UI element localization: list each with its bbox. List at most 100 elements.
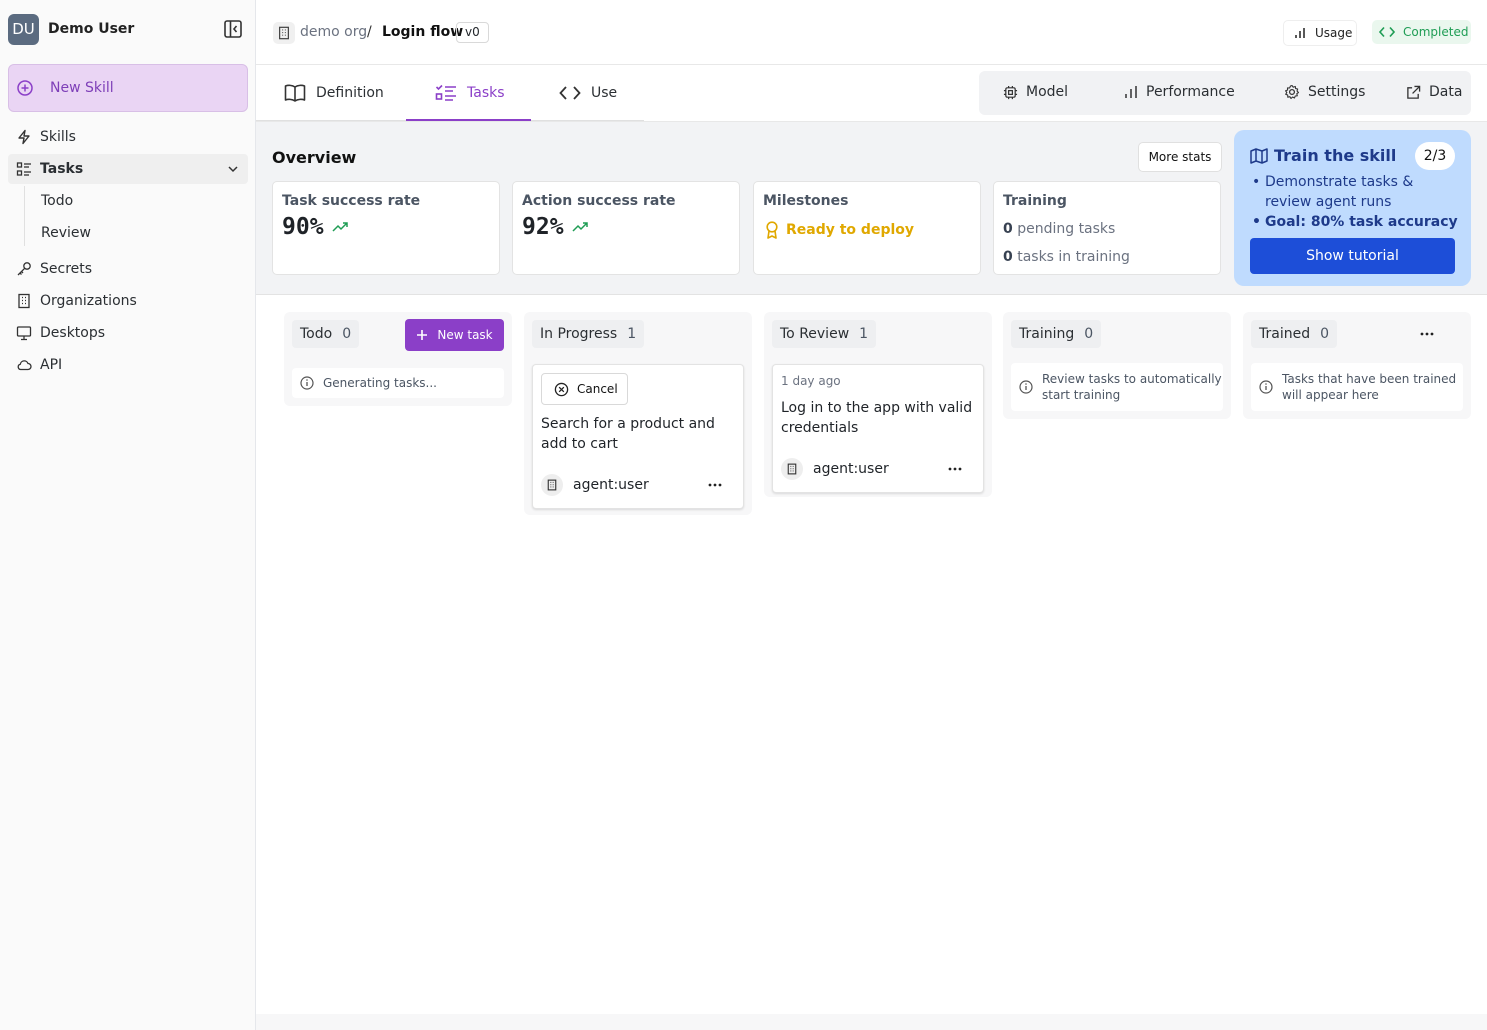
active-tab-indicator bbox=[406, 119, 531, 121]
tab-data[interactable]: Data bbox=[1406, 84, 1462, 100]
tab-settings[interactable]: Settings bbox=[1284, 84, 1365, 100]
tab-definition[interactable]: Definition bbox=[284, 65, 384, 121]
code-icon bbox=[559, 85, 581, 101]
overview-panel: Overview More stats Task success rate 90… bbox=[256, 122, 1487, 295]
train-card-title-text: Train the skill bbox=[1274, 146, 1397, 165]
column-count: 1 bbox=[859, 326, 869, 342]
bar-chart-icon bbox=[1294, 27, 1306, 39]
column-count: 1 bbox=[627, 326, 637, 342]
cancel-button[interactable]: Cancel bbox=[541, 373, 628, 405]
column-title: Todo bbox=[300, 326, 333, 342]
column-title: Trained bbox=[1259, 326, 1311, 342]
breadcrumb-skill[interactable]: Login flow bbox=[382, 24, 464, 40]
action-success-card: Action success rate 92% bbox=[512, 181, 740, 275]
code-icon bbox=[1379, 26, 1395, 38]
building-icon bbox=[273, 22, 295, 44]
stat-label: Milestones bbox=[763, 193, 849, 209]
usage-label: Usage bbox=[1315, 26, 1353, 40]
secondary-tab-group: Model Performance Settings Data bbox=[979, 71, 1471, 115]
column-header: Trained 0 bbox=[1251, 320, 1338, 348]
tab-label: Model bbox=[1026, 84, 1069, 100]
breadcrumb-org[interactable]: demo org bbox=[300, 24, 368, 40]
sidebar-item-skills[interactable]: Skills bbox=[8, 122, 248, 152]
column-info: Review tasks to automatically start trai… bbox=[1011, 363, 1223, 411]
user-menu[interactable]: DU Demo User bbox=[8, 12, 248, 46]
task-agent: agent:user bbox=[781, 458, 889, 480]
new-task-button[interactable]: New task bbox=[405, 319, 504, 351]
sidebar-item-tasks[interactable]: Tasks bbox=[8, 154, 248, 184]
plus-icon bbox=[416, 329, 428, 341]
more-horizontal-icon[interactable] bbox=[947, 461, 963, 477]
sidebar-item-desktops[interactable]: Desktops bbox=[8, 318, 248, 348]
task-timestamp: 1 day ago bbox=[781, 374, 841, 388]
info-icon bbox=[1259, 380, 1273, 394]
chevron-down-icon[interactable] bbox=[226, 162, 240, 176]
milestone-status: Ready to deploy bbox=[765, 221, 914, 239]
info-text: Tasks that have been trained will appear… bbox=[1282, 372, 1457, 402]
column-header: In Progress 1 bbox=[532, 320, 645, 348]
tab-label: Tasks bbox=[467, 85, 505, 101]
show-tutorial-button[interactable]: Show tutorial bbox=[1250, 238, 1455, 274]
tab-model[interactable]: Model bbox=[1003, 84, 1068, 100]
column-title: To Review bbox=[780, 326, 850, 342]
key-icon bbox=[16, 261, 32, 277]
column-header: Todo 0 bbox=[292, 320, 360, 348]
sidebar-item-label: Secrets bbox=[40, 261, 93, 277]
tab-performance[interactable]: Performance bbox=[1124, 84, 1235, 100]
sidebar-item-label: API bbox=[40, 357, 63, 373]
more-horizontal-icon[interactable] bbox=[1419, 326, 1435, 342]
building-icon bbox=[16, 293, 32, 309]
sidebar-item-label: Skills bbox=[40, 129, 76, 145]
tab-label: Definition bbox=[316, 85, 384, 101]
tab-label: Use bbox=[591, 85, 618, 101]
building-icon bbox=[781, 458, 803, 480]
sidebar-subitem-review[interactable]: Review bbox=[41, 225, 91, 241]
column-count: 0 bbox=[1320, 326, 1330, 342]
sidebar-subitem-todo[interactable]: Todo bbox=[41, 193, 74, 209]
sidebar-item-organizations[interactable]: Organizations bbox=[8, 286, 248, 316]
sidebar-item-api[interactable]: API bbox=[8, 350, 248, 380]
milestones-card: Milestones Ready to deploy bbox=[753, 181, 981, 275]
stat-value: 90% bbox=[282, 214, 348, 240]
tab-bar: Definition Tasks Use Model Performance S… bbox=[256, 65, 1487, 122]
train-card-title: Train the skill bbox=[1250, 146, 1396, 165]
new-task-label: New task bbox=[437, 328, 493, 342]
tab-tasks[interactable]: Tasks bbox=[435, 65, 505, 121]
board-footer bbox=[256, 1014, 1487, 1030]
gear-icon bbox=[1284, 84, 1300, 100]
tab-use[interactable]: Use bbox=[559, 65, 617, 121]
train-skill-card: Train the skill 2/3 Demonstrate tasks & … bbox=[1234, 130, 1471, 286]
more-horizontal-icon[interactable] bbox=[707, 477, 723, 493]
cancel-label: Cancel bbox=[577, 382, 618, 396]
column-trained: Trained 0 Tasks that have been trained w… bbox=[1243, 312, 1471, 419]
action-success-value: 92% bbox=[522, 214, 564, 240]
stat-label: Task success rate bbox=[282, 193, 421, 209]
in-training-count: 0 bbox=[1003, 249, 1013, 265]
task-success-value: 90% bbox=[282, 214, 324, 240]
agent-label: agent:user bbox=[573, 477, 649, 493]
tab-label: Performance bbox=[1146, 84, 1235, 100]
column-training: Training 0 Review tasks to automatically… bbox=[1003, 312, 1231, 419]
column-title: Training bbox=[1019, 326, 1075, 342]
new-skill-button[interactable]: New Skill bbox=[8, 64, 248, 112]
sidebar-collapse-icon[interactable] bbox=[222, 18, 244, 40]
task-title: Search for a product and add to cart bbox=[541, 416, 715, 452]
sidebar-item-label: Tasks bbox=[40, 161, 84, 177]
usage-button[interactable]: Usage bbox=[1283, 20, 1357, 46]
column-todo: Todo 0 New task Generating tasks... bbox=[284, 312, 512, 406]
agent-label: agent:user bbox=[813, 461, 889, 477]
column-header: Training 0 bbox=[1011, 320, 1102, 348]
train-card-bullets: Demonstrate tasks & review agent runs Go… bbox=[1252, 172, 1462, 232]
more-stats-button[interactable]: More stats bbox=[1138, 142, 1222, 172]
task-card[interactable]: 1 day ago Log in to the app with valid c… bbox=[772, 364, 984, 493]
task-card[interactable]: Cancel Search for a product and add to c… bbox=[532, 364, 744, 509]
version-badge[interactable]: v0 bbox=[456, 22, 489, 43]
column-header: To Review 1 bbox=[772, 320, 877, 348]
sidebar-item-secrets[interactable]: Secrets bbox=[8, 254, 248, 284]
column-info: Tasks that have been trained will appear… bbox=[1251, 363, 1463, 411]
sidebar: DU Demo User New Skill Skills Tasks Todo… bbox=[0, 0, 256, 1030]
column-info: Generating tasks... bbox=[292, 368, 504, 398]
trending-up-icon bbox=[332, 221, 348, 233]
stat-label: Training bbox=[1003, 193, 1067, 209]
pending-text: pending tasks bbox=[1017, 221, 1116, 237]
